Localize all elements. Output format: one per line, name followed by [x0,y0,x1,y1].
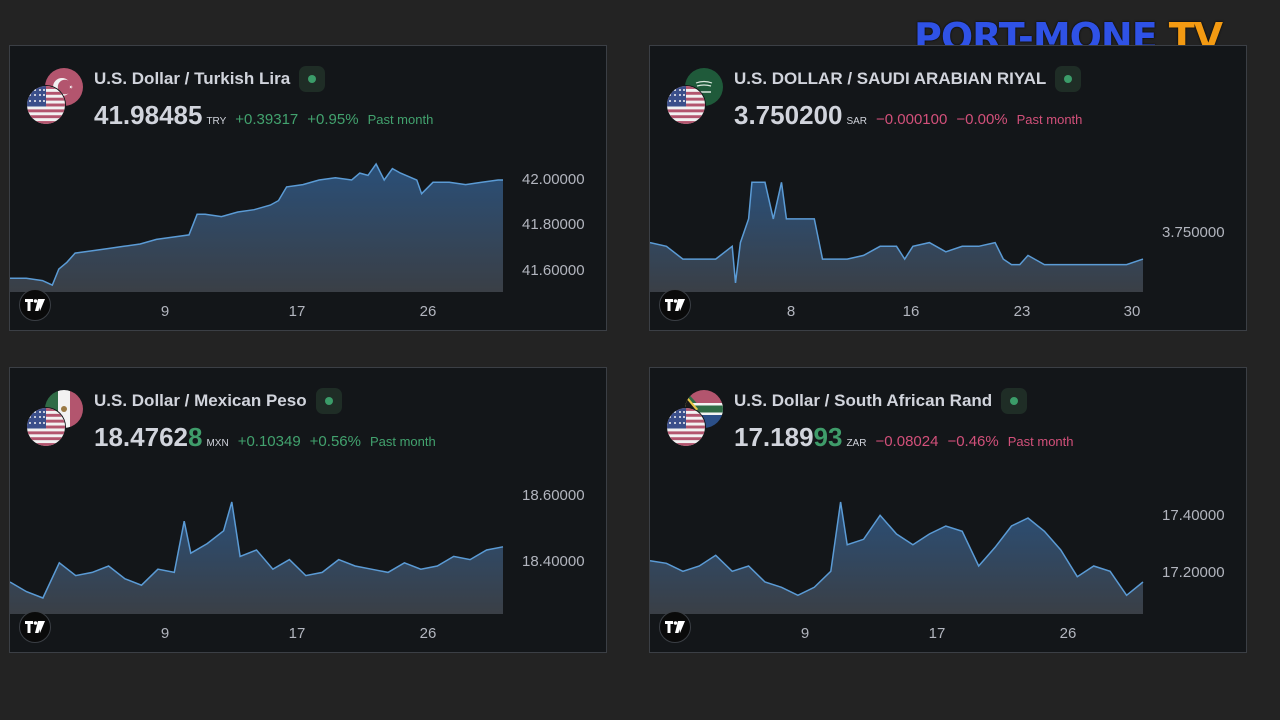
period-label: Past month [369,434,436,449]
price-highlight: 8 [187,422,203,452]
price-change: −0.000100 [876,111,948,128]
series-line [650,501,1144,597]
y-tick-label: 18.40000 [522,553,585,570]
currency-code: SAR [846,116,868,127]
ticker-widget-usd-sar[interactable]: U.S. DOLLAR / SAUDI ARABIAN RIYAL 3.7502… [649,45,1247,331]
tradingview-logo-icon[interactable] [659,289,691,321]
status-dot-icon [308,75,317,83]
price-change: +0.10349 [237,433,301,450]
market-open-badge [315,388,342,414]
market-open-badge [1001,388,1028,414]
x-tick-label: 8 [787,303,795,320]
us-flag-icon [667,86,705,124]
price-highlight: 93 [813,422,843,452]
last-price: 41.98485 [94,100,202,131]
price-chart[interactable]: 42.00000 41.80000 41.60000 9 17 26 [10,46,608,332]
series-line [10,162,503,287]
last-price: 18.47628 [94,422,202,453]
x-tick-label: 17 [289,303,306,320]
ticker-widget-usd-try[interactable]: U.S. Dollar / Turkish Lira 41.98485 TRY … [9,45,607,331]
status-dot-icon [324,397,333,405]
price-main: 18.4762 [94,422,188,452]
tradingview-logo-icon[interactable] [659,611,691,643]
x-tick-label: 9 [161,303,169,320]
x-tick-label: 26 [420,303,437,320]
x-tick-label: 17 [289,625,306,642]
price-change: −0.08024 [875,433,939,450]
price-change-percent: +0.56% [309,433,361,450]
y-tick-label: 18.60000 [522,487,585,504]
pair-title[interactable]: U.S. Dollar / South African Rand [734,391,993,410]
price-change-percent: +0.95% [307,111,359,128]
currency-code: ZAR [846,438,867,449]
chart-area-fill [650,502,1143,614]
pair-title[interactable]: U.S. Dollar / Mexican Peso [94,391,307,410]
x-tick-label: 9 [801,625,809,642]
market-open-badge [299,66,326,92]
currency-flags [25,68,85,130]
market-open-badge [1055,66,1082,92]
period-label: Past month [1007,434,1074,449]
last-price: 3.750200 [734,100,842,131]
currency-code: TRY [206,116,227,127]
price-change-percent: −0.00% [956,111,1008,128]
ticker-widget-usd-mxn[interactable]: U.S. Dollar / Mexican Peso 18.47628 MXN … [9,367,607,653]
ticker-widget-usd-zar[interactable]: U.S. Dollar / South African Rand 17.1899… [649,367,1247,653]
currency-flags [25,390,85,452]
price-change-percent: −0.46% [947,433,999,450]
x-tick-label: 23 [1014,303,1031,320]
status-dot-icon [1064,75,1073,83]
price-chart[interactable]: 17.40000 17.20000 9 17 26 [650,368,1248,654]
us-flag-icon [27,408,65,446]
period-label: Past month [367,112,434,127]
y-tick-label: 17.20000 [1162,564,1225,581]
price-chart[interactable]: 3.750000 8 16 23 30 [650,46,1248,332]
x-tick-label: 30 [1124,303,1141,320]
series-line [650,181,1144,283]
x-tick-label: 26 [420,625,437,642]
pair-title[interactable]: U.S. DOLLAR / SAUDI ARABIAN RIYAL [734,69,1047,88]
tradingview-logo-icon[interactable] [19,289,51,321]
period-label: Past month [1016,112,1083,127]
us-flag-icon [27,86,65,124]
chart-area-fill [650,182,1143,292]
y-tick-label: 42.00000 [522,171,585,188]
currency-flags [665,68,725,130]
x-tick-label: 26 [1060,625,1077,642]
pair-title[interactable]: U.S. Dollar / Turkish Lira [94,69,291,88]
y-tick-label: 17.40000 [1162,507,1225,524]
x-tick-label: 16 [903,303,920,320]
y-tick-label: 41.60000 [522,262,585,279]
last-price: 17.18993 [734,422,842,453]
price-change: +0.39317 [235,111,299,128]
chart-area-fill [10,164,503,292]
chart-area-fill [10,502,503,614]
price-main: 41.98485 [94,100,203,130]
price-main: 17.189 [734,422,814,452]
status-dot-icon [1010,397,1019,405]
price-chart[interactable]: 18.60000 18.40000 9 17 26 [10,368,608,654]
y-tick-label: 3.750000 [1162,224,1225,241]
currency-flags [665,390,725,452]
us-flag-icon [667,408,705,446]
price-main: 3.750200 [734,100,843,130]
x-tick-label: 17 [929,625,946,642]
x-tick-label: 9 [161,625,169,642]
tradingview-logo-icon[interactable] [19,611,51,643]
y-tick-label: 41.80000 [522,216,585,233]
currency-code: MXN [206,438,229,449]
